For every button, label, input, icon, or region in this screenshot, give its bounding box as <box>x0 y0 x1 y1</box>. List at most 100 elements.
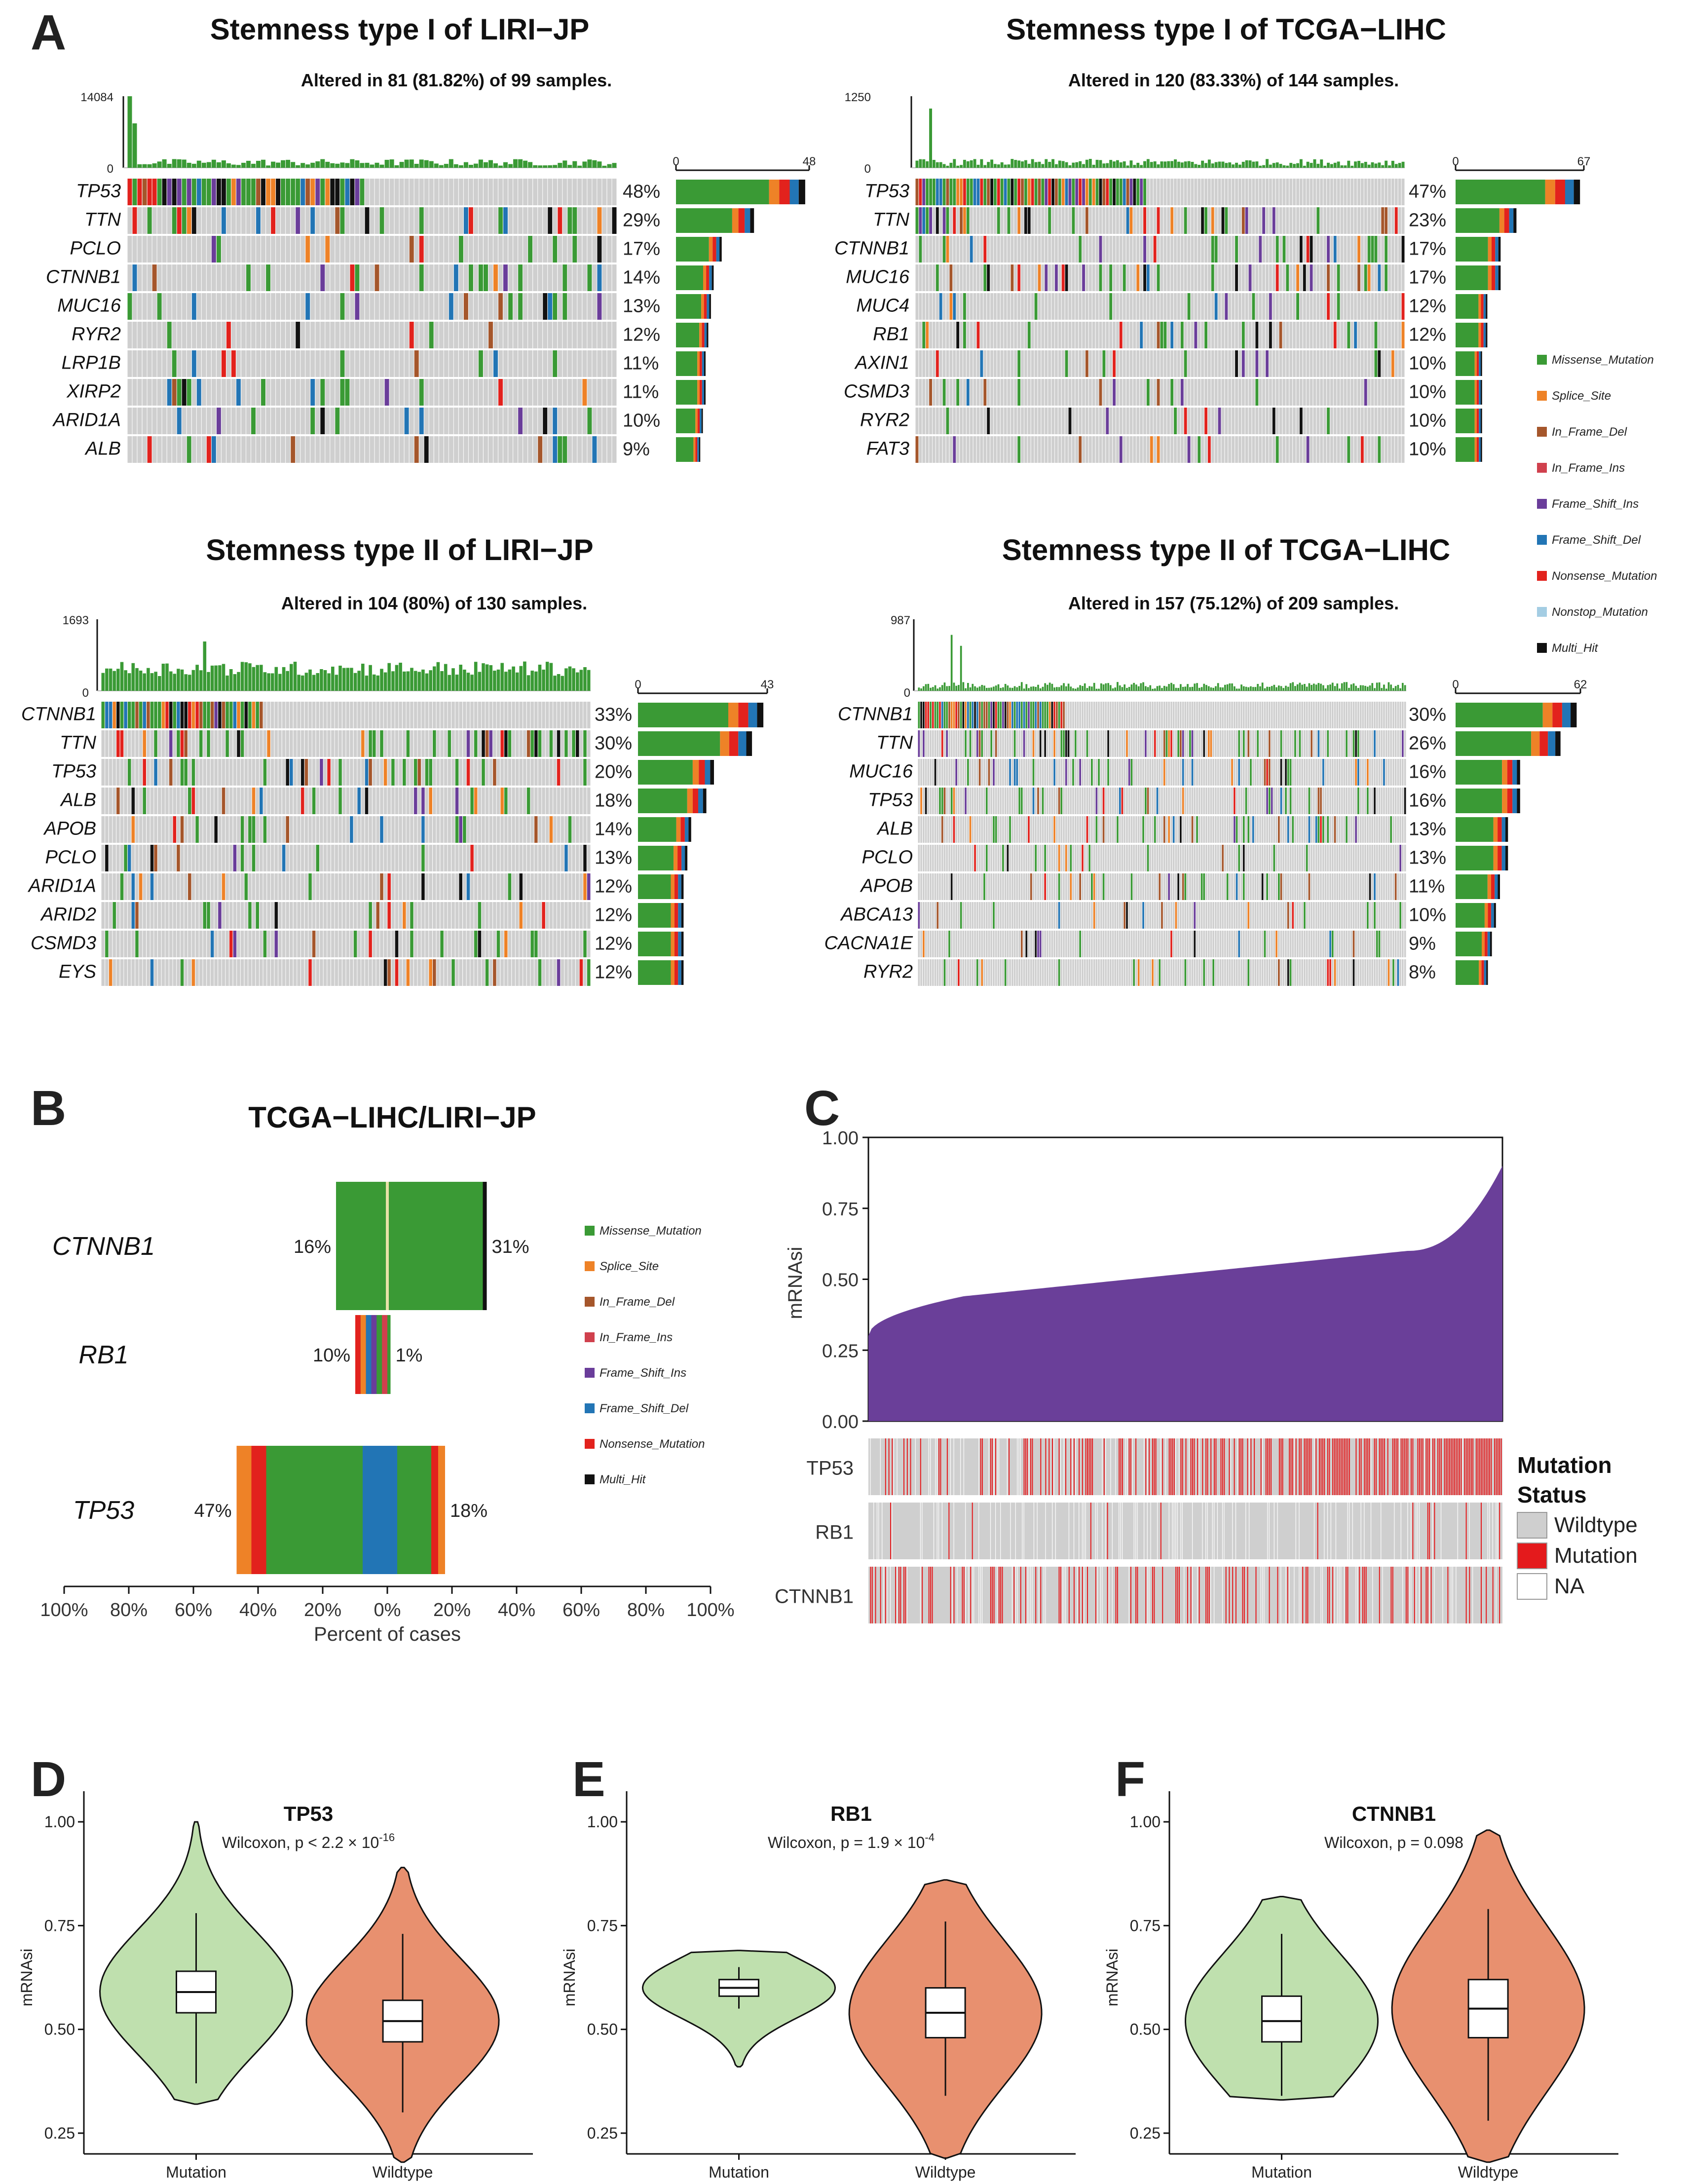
mutation-cell <box>936 293 939 320</box>
gene-label: PCLO <box>45 847 96 867</box>
mutation-cell <box>468 379 473 406</box>
mutation-cell <box>1320 236 1323 263</box>
mutation-cell <box>463 179 468 205</box>
tmb-bar <box>1218 161 1221 168</box>
mutation-cell <box>132 207 137 234</box>
mutation-cell <box>320 350 325 377</box>
mutation-cell <box>225 788 229 814</box>
mutation-cell <box>330 236 335 263</box>
mutation-cell <box>1051 436 1054 463</box>
mutation-cell <box>602 293 607 320</box>
mutation-cell <box>127 436 132 463</box>
mutation-cell <box>939 350 942 377</box>
mutation-cell <box>1102 236 1106 263</box>
mutation-cell <box>278 759 282 786</box>
mutation-cell <box>1056 702 1058 728</box>
mutation-cell <box>335 379 340 406</box>
mutation-cell <box>1293 408 1296 434</box>
mutation-cell <box>226 408 231 434</box>
mutation-cell <box>414 322 419 348</box>
mutation-cell <box>1160 350 1163 377</box>
mutation-cell <box>503 179 508 205</box>
mutation-cell <box>1014 236 1017 263</box>
mutation-cell <box>526 788 530 814</box>
mutation-cell <box>274 845 278 871</box>
mutation-cell <box>1168 702 1170 728</box>
side-bar-segment <box>676 351 698 376</box>
side-bar-segment <box>698 789 703 813</box>
tmb-bar <box>355 160 360 168</box>
mutation-cell <box>493 788 496 814</box>
mutation-cell <box>1004 207 1007 234</box>
mutation-cell <box>1360 379 1364 406</box>
mutation-cell <box>355 264 360 291</box>
mutation-cell <box>1004 179 1007 205</box>
mutation-cell <box>353 873 357 900</box>
mutation-cell <box>946 179 949 205</box>
mutation-cell <box>444 207 449 234</box>
mutation-cell <box>305 179 310 205</box>
mutation-cell <box>380 730 383 757</box>
mutation-cell <box>256 730 259 757</box>
mutation-cell <box>1088 730 1090 757</box>
mutation-cell <box>380 902 383 929</box>
mutation-cell <box>414 293 419 320</box>
mutation-cell <box>558 179 562 205</box>
mutation-cell <box>1241 179 1245 205</box>
mutation-cell <box>305 293 310 320</box>
side-bar-segment <box>769 180 780 204</box>
mutation-cell <box>173 902 177 929</box>
mutation-cell <box>135 759 139 786</box>
mutation-cell <box>474 845 478 871</box>
mutation-cell <box>139 788 143 814</box>
mutation-cell <box>203 959 207 986</box>
mutation-cell <box>172 207 177 234</box>
mutation-cell <box>1045 408 1048 434</box>
mutation-cell <box>974 702 976 728</box>
mutation-cell <box>1194 264 1198 291</box>
mutation-cell <box>1374 179 1378 205</box>
mutation-cell <box>417 702 421 728</box>
tmb-bar <box>260 665 263 691</box>
mutation-cell <box>139 702 143 728</box>
tmb-bar <box>387 663 391 691</box>
mutation-cell <box>488 322 493 348</box>
tmb-bar <box>282 667 286 691</box>
mutation-cell <box>1266 408 1269 434</box>
mutation-cell <box>425 845 429 871</box>
mutation-cell <box>180 902 184 929</box>
mutation-cell <box>1286 179 1289 205</box>
tmb-bar <box>1214 162 1218 168</box>
mutation-cell <box>1068 264 1072 291</box>
mutation-cell <box>112 702 116 728</box>
mutation-cell <box>548 379 553 406</box>
mutation-cell <box>365 931 369 957</box>
mutation-cell <box>1210 730 1212 757</box>
mutation-cell <box>1065 236 1068 263</box>
mutation-cell <box>150 788 154 814</box>
mutation-cell <box>1088 236 1092 263</box>
tmb-bar <box>1187 684 1189 691</box>
mutation-cell <box>1378 350 1381 377</box>
mutation-cell <box>387 902 391 929</box>
mutation-cell <box>1225 322 1228 348</box>
mutation-cell <box>1252 293 1255 320</box>
oncoplot-title: Stemness type I of TCGA−LIHC <box>1006 13 1446 46</box>
mutation-cell <box>304 959 308 986</box>
mutation-cell <box>1034 179 1038 205</box>
mutation-cell <box>172 408 177 434</box>
tmb-bar <box>1359 685 1362 691</box>
mutation-cell <box>383 702 387 728</box>
tmb-bar <box>1135 684 1137 691</box>
mutation-cell <box>577 350 582 377</box>
mutation-cell <box>470 845 474 871</box>
mutation-cell <box>500 730 504 757</box>
mutation-cell <box>1041 350 1045 377</box>
mutation-cell <box>1099 436 1102 463</box>
mutation-cell <box>528 436 533 463</box>
mutation-cell <box>236 408 241 434</box>
mutation-cell <box>300 408 305 434</box>
mutation-cell <box>513 179 518 205</box>
mutation-cell <box>526 959 530 986</box>
mutation-cell <box>256 264 261 291</box>
